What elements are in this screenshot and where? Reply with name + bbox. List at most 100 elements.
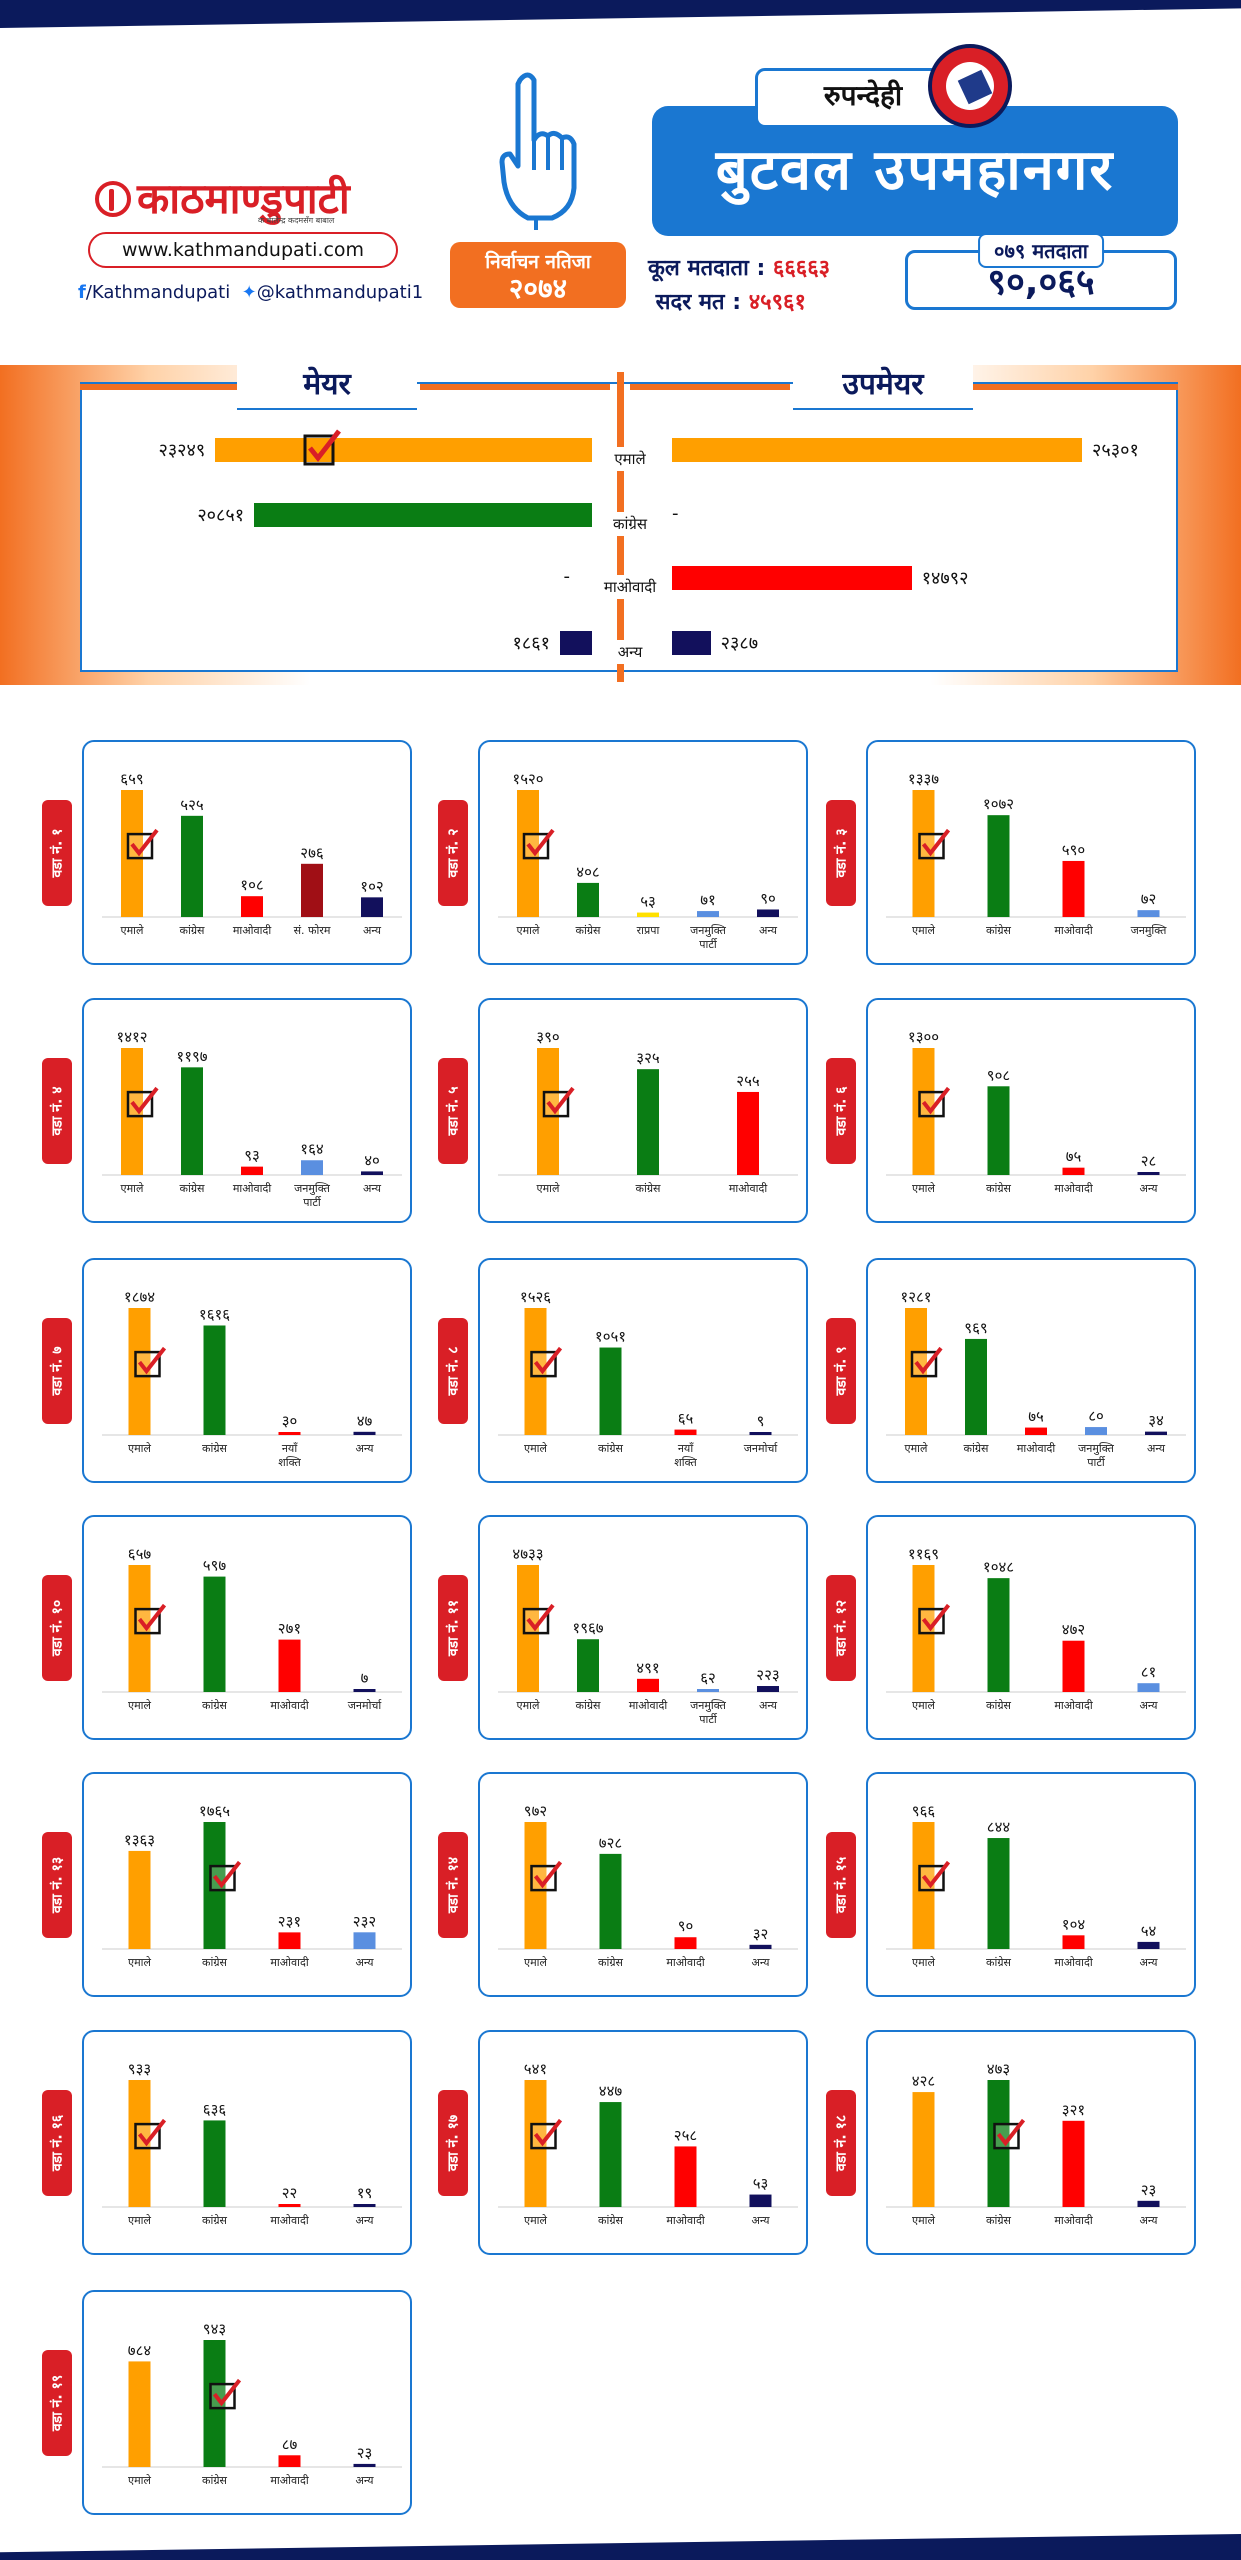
bar-value-label: ७५ (1028, 1408, 1044, 1426)
bar (1062, 860, 1085, 917)
bar-value-label: २७१ (278, 1620, 301, 1638)
ward-chart: १५२६ एमाले १०५१ कांग्रेस ६५ नयाँशक्ति ९ जनमोर्च… (498, 1288, 798, 1469)
category-label: कांग्रेस (986, 1956, 1012, 1969)
category-label: अन्य (759, 924, 778, 937)
bar-value-label: १०४८ (983, 1558, 1014, 1576)
twitter-icon: ✦ (241, 282, 257, 303)
bar-value-label: ४७३ (987, 2060, 1010, 2078)
category-label: माओवादी (1054, 924, 1092, 937)
winner-check-icon (530, 1860, 563, 1892)
bar (912, 1565, 935, 1692)
bar-value-label: २३ (357, 2444, 373, 2462)
bar-value-label: ३२ (753, 1925, 769, 1943)
category-label: एमाले (524, 1442, 548, 1455)
bar-value-label: १३३७ (908, 770, 939, 788)
category-label: कांग्रेस (986, 924, 1012, 937)
category-label: अन्य (1147, 1442, 1166, 1455)
bar-value-label: ९६६ (912, 1802, 936, 1820)
category-label: कांग्रेस (986, 1182, 1012, 1195)
bar (1062, 1640, 1085, 1692)
bar (987, 815, 1010, 917)
ward-panel: ९३३ एमाले ६३६ कांग्रेस २२ माओवादी १९ अन्य (82, 2030, 412, 2255)
ward-chart: ६५७ एमाले ५९७ कांग्रेस २७१ माओवादी ७ जनमोर्चा (102, 1545, 402, 1712)
voters-079-box: ०७९ मतदाता ९०,०६५ (905, 233, 1177, 310)
bar (697, 1689, 719, 1692)
mayor-party-label: अन्य (611, 640, 649, 664)
category-label: कांग्रेस (202, 2214, 228, 2227)
brand-name: काठमाण्डुपाटी (137, 174, 350, 223)
ward-number-label: वडा नं. ९ (833, 1346, 850, 1396)
category-label: एमाले (128, 1699, 152, 1712)
ward-number-tab: वडा नं. १६ (42, 2090, 72, 2196)
ward-chart: १३६३ एमाले १७६५ कांग्रेस २३१ माओवादी २३२ अन्य (102, 1802, 402, 1969)
category-label: एमाले (524, 2214, 548, 2227)
ward-chart: १२८१ एमाले ९६९ कांग्रेस ७५ माओवादी ८० जनमुक्तिप… (886, 1288, 1186, 1469)
category-label: एमाले (128, 1442, 152, 1455)
ward-number-label: वडा नं. ५ (445, 1086, 462, 1136)
bar (121, 1048, 143, 1175)
bar (517, 1565, 539, 1692)
bar (181, 815, 203, 917)
bar-value-label: २५८ (674, 2126, 697, 2144)
bar-value-label: १७६५ (199, 1802, 230, 1820)
winner-check-icon (993, 2118, 1026, 2150)
bar-value-label: ११६९ (908, 1545, 939, 1563)
bar (1085, 1427, 1107, 1435)
voters-079-value: ९०,०६५ (987, 262, 1095, 303)
bar-value-label: ६३६ (203, 2100, 227, 2118)
bar (181, 1067, 203, 1175)
bar (203, 1822, 226, 1949)
ward-panel: १३०० एमाले ९०८ कांग्रेस ७५ माओवादी २८ अन्य (866, 998, 1196, 1223)
mayor-heading: मेयर (237, 362, 417, 410)
ward-chart: ३९० एमाले ३२५ कांग्रेस २५५ माओवादी (498, 1028, 798, 1195)
bar-value-label: १०२ (360, 877, 383, 895)
bar (353, 2463, 376, 2467)
valid-votes-value: ४५९६१ (748, 290, 806, 315)
winner-check-icon (542, 1086, 575, 1118)
badge-year: २०७४ (508, 272, 568, 305)
ward-number-label: वडा नं. ३ (833, 828, 850, 878)
bar (128, 1565, 151, 1692)
bar (905, 1308, 927, 1435)
category-label: कांग्रेस (202, 1442, 228, 1455)
election-commission-logo (928, 44, 1012, 128)
bar (301, 863, 323, 917)
category-label: अन्य (759, 1699, 778, 1712)
bar (278, 1639, 301, 1692)
bar-value-label: ४९१ (636, 1659, 659, 1677)
bar-value-label: १६१६ (199, 1305, 230, 1323)
bar (278, 2204, 301, 2207)
bar (241, 896, 263, 917)
logo-icon (95, 181, 131, 217)
bar-value-label: १८७४ (124, 1288, 155, 1306)
deputy-mayor-bar (672, 566, 912, 590)
website-link[interactable]: www.kathmandupati.com (88, 232, 398, 268)
winner-check-icon (209, 1860, 242, 1892)
ward-number-label: वडा नं. १३ (49, 1856, 66, 1914)
category-label: अन्य (355, 2214, 374, 2227)
ward-number-tab: वडा नं. १७ (438, 2090, 468, 2196)
winner-check-icon (522, 1603, 555, 1635)
bar-value-label: ४७३३ (512, 1545, 543, 1563)
bar (912, 790, 935, 917)
winner-check-icon (522, 828, 555, 860)
category-label: कांग्रेस (180, 1182, 206, 1195)
category-label: माओवादी (1054, 1699, 1092, 1712)
winner-check-icon (134, 1346, 167, 1378)
bar (278, 1932, 301, 1949)
bar (353, 2204, 376, 2207)
ward-number-tab: वडा नं. २ (438, 800, 468, 906)
twitter-handle[interactable]: @kathmandupati1 (256, 282, 424, 303)
ward-number-tab: वडा नं. १९ (42, 2350, 72, 2456)
bar-value-label: ९०८ (987, 1066, 1010, 1084)
category-label: जनमुक्ति (294, 1182, 331, 1195)
facebook-handle[interactable]: /Kathmandupati (85, 282, 231, 303)
brand-logo[interactable]: काठमाण्डुपाटी (95, 178, 350, 220)
category-label: अन्य (355, 1442, 374, 1455)
winner-check-icon (910, 1346, 943, 1378)
bar-value-label: २२३ (756, 1666, 779, 1684)
bar-value-label: ३४ (1148, 1412, 1164, 1430)
category-label: नयाँ (678, 1442, 694, 1455)
bar (637, 912, 659, 917)
category-label: माओवादी (270, 1956, 308, 1969)
